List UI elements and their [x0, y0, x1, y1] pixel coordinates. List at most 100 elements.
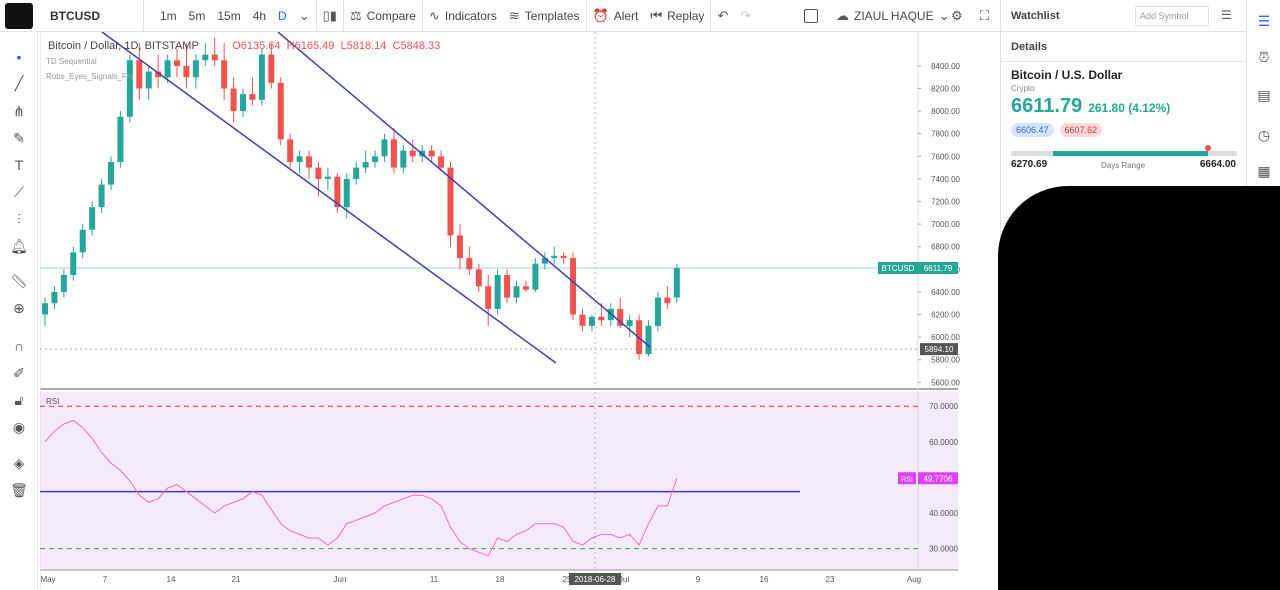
add-symbol-input[interactable]: Add Symbol [1135, 6, 1209, 26]
toolbar-divider [710, 0, 712, 32]
text-icon[interactable]: T [14, 157, 24, 173]
brush-icon[interactable]: ✎ [13, 129, 25, 146]
toolbar-divider [315, 0, 317, 32]
interval-4h[interactable]: 4h [252, 8, 267, 23]
webcam-overlay [998, 186, 1280, 590]
candle-body [249, 94, 256, 100]
candle-body [372, 156, 379, 162]
timer-icon[interactable]: ◷ [1257, 126, 1271, 143]
cursor-icon[interactable]: • [16, 49, 22, 65]
range-marker [1204, 145, 1211, 151]
prediction-icon[interactable]: ⫶ [17, 210, 21, 227]
watchlist-header: Watchlist Add Symbol ☰ [1001, 0, 1246, 32]
range-label: Days Range [1101, 161, 1146, 170]
alerts-clock-icon[interactable]: ⏰︎ [1258, 48, 1270, 65]
bell-icon[interactable]: 🔔︎ [10, 237, 28, 254]
rsi-value-badge [918, 472, 958, 485]
compare-button[interactable]: ⚖ Compare [344, 0, 422, 32]
gear-icon: ⚙ [951, 8, 963, 23]
interval-1m[interactable]: 1m [160, 8, 177, 23]
candle-body [522, 286, 529, 290]
price-tick-label: 8400.00 [931, 62, 960, 71]
cloud-icon: ☁ [836, 8, 849, 23]
candle-body [306, 156, 313, 168]
chart-canvas[interactable]: 8400.00 8200.00 8000.00 7800.00 7600.00 7400.… [40, 32, 960, 590]
indicator-legend-robs[interactable]: Robs_Eyes_Signals_Fix [46, 72, 133, 81]
main-pane-bg [40, 32, 958, 388]
rsi-label: RSI [46, 397, 59, 406]
pattern-icon[interactable]: ⟋ [14, 183, 24, 200]
replay-button[interactable]: ⏮ Replay [644, 0, 710, 32]
calendar-icon[interactable]: ▦ [1257, 162, 1271, 179]
candle-body [551, 255, 558, 259]
candle-body [447, 167, 454, 236]
candle-body [541, 258, 548, 264]
candle-body [485, 286, 492, 309]
ruler-icon[interactable]: 📏︎ [10, 272, 28, 289]
interval-dropdown-icon[interactable]: ⌄ [298, 7, 310, 23]
lock-icon[interactable]: 🔓︎ [14, 391, 24, 408]
templates-button[interactable]: ≋ Templates [503, 0, 586, 32]
symbol-name: Bitcoin / U.S. Dollar [1011, 68, 1123, 82]
candle-body [258, 54, 265, 100]
rsi-badge-label: RSI [901, 476, 913, 483]
candle-body [466, 258, 473, 270]
rsi-tick-label: 40.0000 [929, 509, 958, 518]
fib-icon[interactable]: ⋔ [13, 102, 25, 119]
stay-drawing-icon[interactable]: ✐ [13, 364, 25, 381]
symbol-search[interactable]: BTCUSD [38, 0, 144, 32]
indicators-button[interactable]: ∿ Indicators [423, 0, 503, 32]
time-tick-label: Jul [619, 575, 629, 584]
candle-body [211, 54, 218, 61]
layers-icon[interactable]: ◈ [13, 454, 25, 471]
candle-body [183, 65, 190, 78]
magnet-icon[interactable]: ∩ [13, 338, 25, 354]
chart-pane[interactable]: 8400.00 8200.00 8000.00 7800.00 7600.00 7400.… [40, 32, 960, 590]
candle-body [353, 167, 360, 179]
candle-body [60, 274, 67, 292]
chart-style-button[interactable]: ▯▮ [317, 0, 343, 32]
time-tick-label: 14 [167, 575, 176, 584]
fullscreen-button[interactable]: ⛶ [974, 0, 995, 32]
interval-15m[interactable]: 15m [217, 8, 241, 23]
eye-icon[interactable]: ◉ [12, 418, 26, 435]
candle-body [617, 308, 624, 326]
crosshair-price-value: 5894.10 [925, 345, 954, 354]
candle-body [108, 161, 115, 185]
toolbar-divider [342, 0, 344, 32]
candle-body [579, 314, 586, 326]
crosshair-date: 2018-06-28 [575, 575, 616, 584]
time-tick-label: 21 [232, 575, 241, 584]
watchlist-icon[interactable]: ☰ [1257, 12, 1271, 29]
interval-5m[interactable]: 5m [188, 8, 206, 23]
day-high: 6664.00 [1199, 159, 1236, 170]
legend-high: H6165.49 [286, 40, 335, 52]
price-tick-label: 6800.00 [931, 243, 960, 252]
undo-button[interactable]: ↶ [711, 0, 734, 32]
trash-icon[interactable]: 🗑︎ [10, 481, 28, 498]
settings-button[interactable]: ⚙ [945, 0, 969, 32]
alarm-icon: ⏰ [592, 7, 609, 23]
last-price: 6611.79 [1011, 95, 1083, 117]
redo-icon: ↷ [740, 7, 752, 23]
news-icon[interactable]: ▤ [1257, 86, 1271, 103]
zoom-icon[interactable]: ⊕ [13, 299, 25, 316]
indicator-legend-td[interactable]: TD Sequential [46, 57, 97, 66]
candle-body [42, 303, 48, 315]
candle-body [192, 60, 199, 78]
redo-button[interactable]: ↷ [734, 0, 757, 32]
alert-button[interactable]: ⏰ Alert [587, 0, 645, 32]
candle-body [126, 60, 133, 117]
bid-ask: 6606.47 6607.62 [1011, 123, 1236, 137]
price-tick-label: 7800.00 [931, 130, 960, 139]
layout-icon[interactable] [804, 9, 818, 23]
user-menu[interactable]: ☁ ZIAUL HAQUE ⌄ [830, 0, 955, 32]
app-logo[interactable] [0, 0, 38, 32]
interval-d[interactable]: D [278, 8, 287, 23]
trend-line-icon[interactable]: ╱ [14, 74, 24, 91]
current-price-badge [918, 262, 958, 275]
list-menu-icon[interactable]: ☰ [1221, 8, 1232, 22]
templates-icon: ≋ [508, 7, 520, 23]
candle-body [164, 60, 171, 78]
